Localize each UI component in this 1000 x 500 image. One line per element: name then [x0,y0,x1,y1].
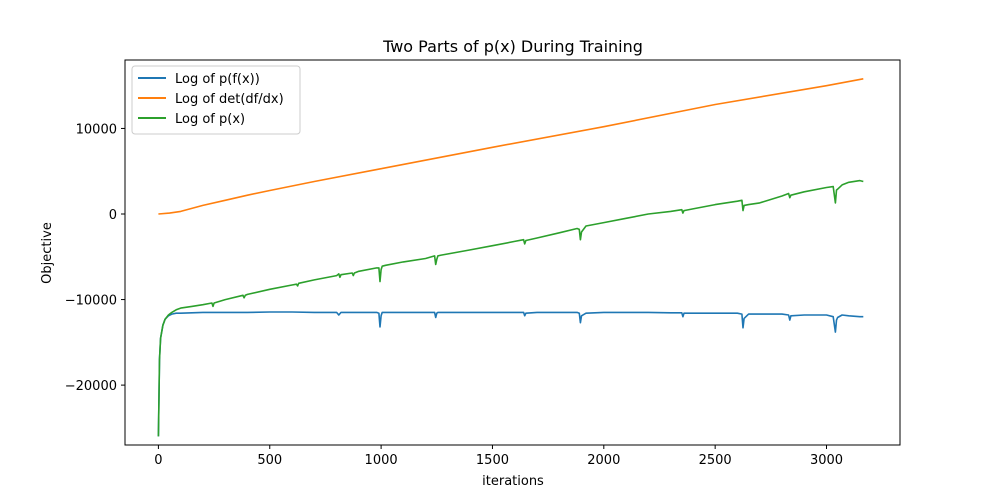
x-axis-label: iterations [482,474,544,489]
y-tick-label: 0 [109,208,117,223]
series-line-1 [158,78,864,215]
y-axis: −20000 −10000 0 10000 [65,122,125,394]
plot-frame [124,59,901,446]
y-tick-label: 10000 [76,122,117,137]
y-axis-label: Objective [40,222,55,284]
x-tick-label: 2500 [699,453,732,468]
x-tick-label: 500 [257,453,282,468]
chart-title: Two Parts of p(x) During Training [382,37,643,56]
x-tick-label: 1500 [476,453,509,468]
series-line-0 [157,311,864,437]
x-tick-label: 2000 [587,453,620,468]
x-tick-label: 0 [154,453,162,468]
legend-label-0: Log of p(f(x)) [175,72,260,87]
plot-area [157,78,864,437]
legend: Log of p(f(x)) Log of det(df/dx) Log of p(… [131,65,301,135]
x-axis: 0 500 1000 1500 2000 2500 3000 [154,445,843,468]
x-tick-label: 3000 [810,453,843,468]
y-tick-label: −20000 [65,379,117,394]
legend-label-2: Log of p(x) [175,112,245,127]
series-line-2 [157,179,864,437]
x-tick-label: 1000 [365,453,398,468]
legend-label-1: Log of det(df/dx) [175,92,284,107]
y-tick-label: −10000 [65,294,117,309]
legend-box [131,65,301,135]
